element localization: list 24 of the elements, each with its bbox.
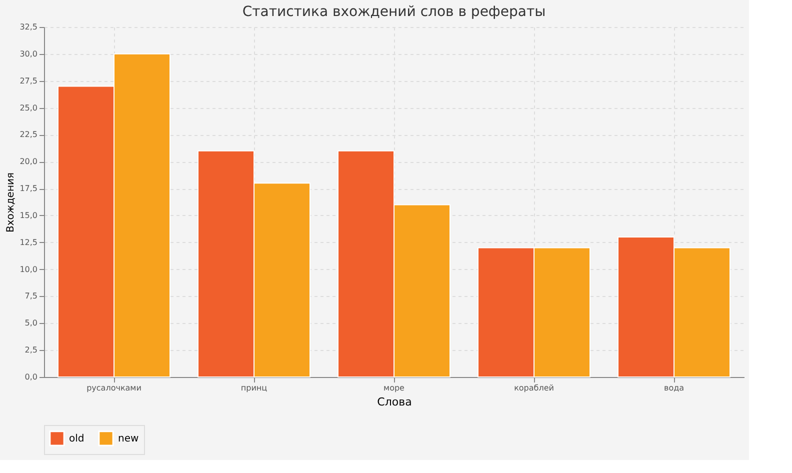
y-tick-label: 0,0: [24, 372, 38, 382]
y-axis-title: Вхождения: [6, 172, 17, 233]
chart-title: Статистика вхождений слов в рефераты: [242, 4, 546, 20]
y-tick-label: 30,0: [20, 49, 38, 58]
y-tick-label: 25,0: [20, 103, 38, 112]
x-tick-label: море: [384, 384, 405, 392]
y-tick-label: 15,0: [20, 210, 38, 220]
y-tick-label: 32,5: [20, 22, 38, 32]
x-axis-title: Слова: [377, 396, 412, 408]
y-tick-label: 12,5: [20, 238, 38, 247]
x-tick-label: вода: [664, 384, 684, 392]
x-tick-label: русалочками: [86, 384, 142, 392]
y-tick-label: 17,5: [20, 184, 38, 194]
x-tick-label: кораблей: [514, 384, 554, 392]
legend-label: new: [118, 433, 139, 444]
legend-label: old: [69, 433, 84, 444]
y-tick-label: 5,0: [24, 318, 38, 328]
y-tick-label: 22,5: [20, 130, 38, 140]
y-tick-label: 2,5: [24, 346, 38, 355]
y-tick-label: 7,5: [24, 292, 38, 301]
y-tick-label: 10,0: [20, 264, 38, 274]
y-tick-label: 27,5: [20, 76, 38, 86]
y-tick-label: 20,0: [20, 157, 38, 166]
x-tick-label: принц: [240, 384, 268, 392]
